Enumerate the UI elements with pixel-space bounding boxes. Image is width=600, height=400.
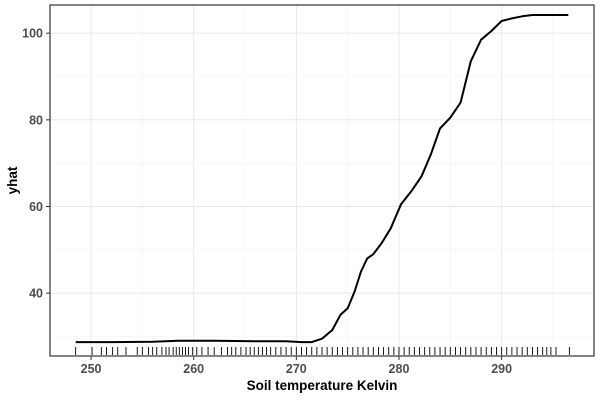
rug-marks	[75, 347, 570, 355]
y-tick-label: 80	[29, 113, 43, 127]
y-tick-label: 40	[29, 287, 43, 301]
x-axis: 250 260 270 280 290	[81, 356, 512, 376]
x-tick-label: 290	[491, 362, 512, 376]
data-line	[75, 14, 569, 344]
y-tick-label: 60	[29, 200, 43, 214]
y-axis-title: yhat	[5, 166, 20, 194]
plot-border	[49, 4, 595, 357]
x-tick-label: 260	[183, 362, 204, 376]
x-tick-label: 250	[81, 362, 102, 376]
x-axis-title: Soil temperature Kelvin	[247, 378, 398, 393]
grid	[50, 5, 594, 356]
x-tick-label: 280	[389, 362, 410, 376]
x-tick-label: 270	[286, 362, 307, 376]
y-tick-label: 100	[22, 27, 43, 41]
y-axis: 40 60 80 100	[22, 27, 50, 301]
